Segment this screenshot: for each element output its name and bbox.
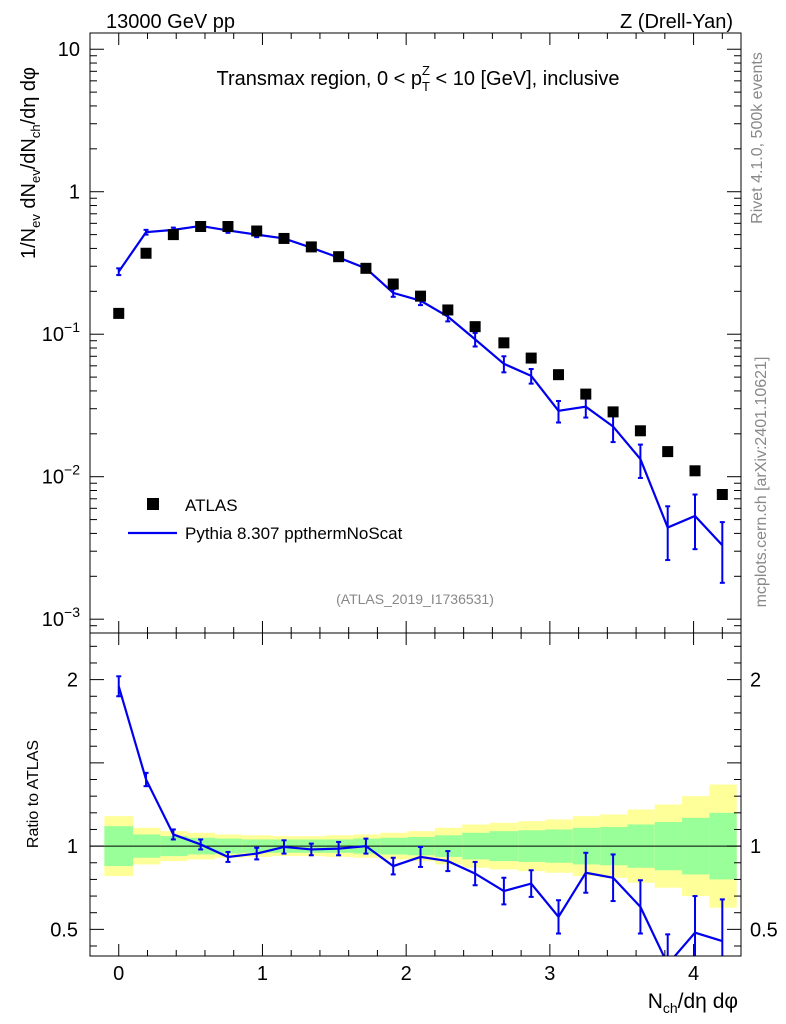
ratio-panel: 0 1 2 3 4 0.5 0.5 1 1 2 2 Ratio to ATLAS Nch/dη dφ	[25, 632, 778, 1016]
main-y-tick-label: 10	[58, 39, 80, 61]
ratio-uncertainty-bands	[90, 784, 741, 908]
atlas-data-point	[251, 225, 263, 237]
atlas-data-point	[195, 221, 207, 233]
legend: ATLAS Pythia 8.307 ppthermNoScat	[128, 496, 403, 543]
ratio-series-group	[116, 675, 725, 956]
main-y-axis-label: 1/Nev dNev/dNch/dη dφ	[18, 67, 43, 259]
atlas-data-point	[662, 446, 674, 458]
main-y-tick-label: 1	[69, 182, 80, 204]
ratio-y-tick-label: 0.5	[50, 919, 78, 941]
main-y-tick-label: 10−1	[42, 319, 80, 346]
main-title: Transmax region, 0 < pZ T < 10 [GeV], inc…	[217, 63, 620, 94]
legend-atlas-marker	[147, 498, 159, 510]
atlas-data-point	[305, 241, 317, 253]
atlas-data-point	[607, 406, 619, 418]
ratio-x-tick-label: 1	[257, 963, 268, 985]
ratio-y-tick-label: 1	[67, 836, 78, 858]
atlas-data-point	[167, 229, 179, 241]
atlas-data-point	[525, 352, 537, 364]
atlas-data-point	[387, 278, 399, 290]
collision-energy-label: 13000 GeV pp	[106, 11, 235, 33]
atlas-data-point	[469, 321, 481, 333]
ratio-x-tick-label: 2	[401, 963, 412, 985]
main-y-tick-label: 10−2	[42, 462, 80, 489]
main-frame	[89, 32, 742, 634]
ratio-x-tick-label: 4	[688, 963, 699, 985]
ratio-x-tick-label: 0	[113, 963, 124, 985]
ratio-x-tick-label: 3	[544, 963, 555, 985]
process-label: Z (Drell-Yan)	[620, 11, 733, 33]
atlas-data-point	[140, 247, 152, 259]
atlas-data-point	[580, 388, 592, 400]
atlas-data-point	[415, 290, 427, 302]
ratio-y-tick-label-right: 1	[750, 836, 761, 858]
main-y-tick-label: 10−3	[42, 604, 80, 631]
ratio-x-axis-label: Nch/dη dφ	[648, 990, 738, 1016]
atlas-data-point	[360, 262, 372, 274]
mcplots-label: mcplots.cern.ch [arXiv:2401.10621]	[753, 357, 770, 608]
ratio-y-tick-label-right: 0.5	[750, 919, 778, 941]
ratio-axis-ticks: 0 1 2 3 4 0.5 0.5 1 1 2 2	[50, 633, 778, 985]
rivet-version-label: Rivet 4.1.0, 500k events	[749, 52, 766, 224]
atlas-data-point	[222, 221, 234, 233]
ratio-y-tick-label-right: 2	[750, 670, 761, 692]
atlas-data-point	[333, 251, 345, 263]
atlas-data-point	[113, 307, 125, 319]
ratio-y-tick-label: 2	[67, 670, 78, 692]
ratio-y-axis-label: Ratio to ATLAS	[25, 740, 42, 848]
atlas-data-point	[498, 337, 510, 349]
ratio-frame	[89, 632, 742, 957]
atlas-data-point	[552, 369, 564, 381]
ratio-data-layer	[116, 675, 725, 956]
atlas-data-point	[278, 232, 290, 244]
main-axis-ticks: 10 1 10−1 10−2 10−3	[42, 33, 741, 634]
main-panel: 10 1 10−1 10−2 10−3 Transmax region, 0 < pZ T…	[18, 32, 742, 634]
main-data-layer	[113, 221, 728, 584]
atlas-data-point	[442, 304, 454, 316]
legend-atlas-label: ATLAS	[185, 496, 238, 515]
atlas-data-point	[716, 489, 728, 501]
atlas-data-point	[634, 425, 646, 437]
analysis-id-label: (ATLAS_2019_I1736531)	[336, 591, 494, 607]
atlas-data-point	[689, 465, 701, 477]
legend-mc-label: Pythia 8.307 ppthermNoScat	[185, 524, 403, 543]
